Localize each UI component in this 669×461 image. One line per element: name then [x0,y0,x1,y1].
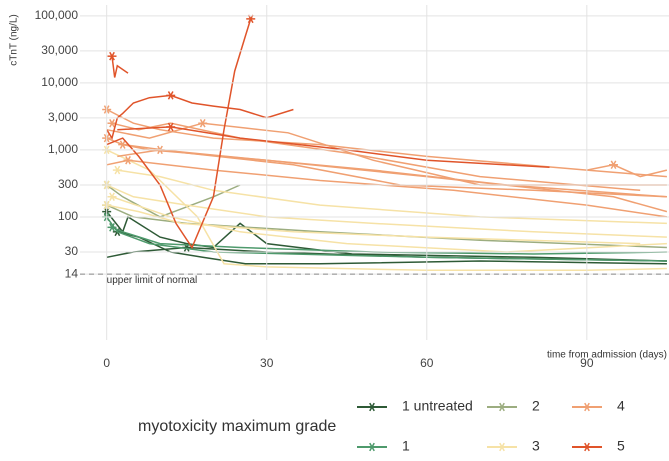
patient-line [117,231,667,265]
peak-marker [609,160,619,170]
peak-marker [107,118,117,128]
y-axis-label: cTnT (ng/L) [9,14,20,66]
legend-marker [582,402,592,412]
patient-line [106,216,667,262]
reference-label: upper limit of normal [107,275,198,286]
peak-marker [123,156,133,165]
legend-label: 3 [532,438,540,454]
y-tick-label: 300 [58,177,78,191]
legend-title: myotoxicity maximum grade [138,418,336,435]
patient-line [586,164,668,178]
legend-marker [367,402,377,412]
peak-marker [107,192,117,202]
marker-stroke [125,156,131,165]
marker-stroke [109,51,115,61]
marker-stroke [109,118,115,128]
legend-label: 5 [617,438,625,454]
patient-line [111,196,667,253]
patient-line [106,94,294,140]
y-tick-label: 30,000 [41,43,78,57]
patient-line [106,211,667,262]
marker-stroke [499,442,505,452]
marker-stroke [584,442,590,452]
patient-line [106,108,667,178]
patient-line [117,126,550,169]
patient-line [106,184,241,218]
marker-stroke [109,223,115,232]
y-tick-label: 14 [65,266,79,280]
legend-marker [497,402,507,412]
y-tick-label: 30 [65,244,79,258]
legend-label: 1 [402,438,410,454]
y-tick-label: 100,000 [35,8,79,22]
legend-label: 1 untreated [402,398,473,414]
marker-stroke [610,160,617,170]
peak-marker [112,165,122,175]
peak-marker [107,51,117,61]
peak-marker [118,140,128,149]
marker-stroke [167,91,174,100]
patient-line [106,149,667,272]
y-tick-label: 10,000 [41,75,78,89]
marker-stroke [584,402,590,412]
marker-stroke [499,402,505,412]
x-tick-label: 60 [420,356,434,370]
y-tick-label: 3,000 [48,110,78,124]
patient-line [111,226,667,255]
plot-area [102,14,668,272]
marker-stroke [119,140,126,149]
y-tick-label: 1,000 [48,142,78,156]
marker-stroke [167,122,174,132]
x-tick-label: 90 [580,356,594,370]
marker-stroke [199,118,206,128]
legend-marker [367,442,377,452]
peak-marker [166,122,176,132]
legend-label: 2 [532,398,540,414]
marker-stroke [369,402,375,412]
legend-marker [497,442,507,452]
peak-marker [198,118,208,128]
marker-stroke [114,165,121,175]
patient-line [117,169,667,225]
y-tick-label: 100 [58,209,78,223]
patient-line [111,56,129,78]
patient-line [106,159,668,218]
legend-marker [582,442,592,452]
patient-line [106,204,641,245]
x-axis-label: time from admission (days) [547,350,667,361]
x-tick-label: 30 [260,356,274,370]
marker-stroke [109,192,115,202]
x-tick-label: 0 [103,356,110,370]
marker-stroke [369,442,375,452]
patient-line [122,143,667,198]
legend-label: 4 [617,398,625,414]
patient-line [117,149,668,213]
patient-line [106,204,667,249]
peak-marker [166,91,176,100]
